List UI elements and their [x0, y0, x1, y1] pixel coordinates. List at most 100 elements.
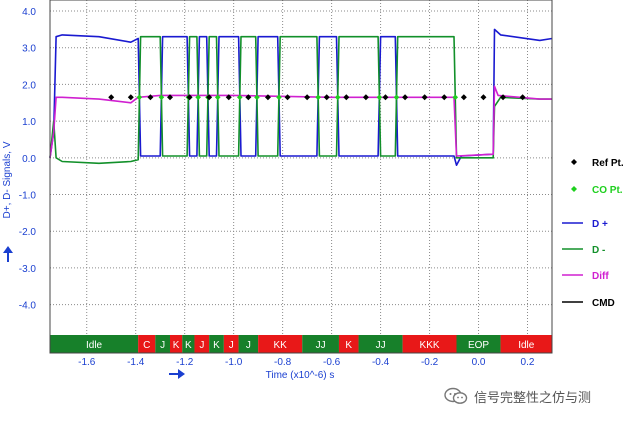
band-label: K — [185, 340, 192, 351]
band-segment — [50, 335, 139, 353]
ref-point-marker — [264, 94, 271, 101]
band-segment — [138, 335, 156, 353]
y-axis-arrow-icon — [3, 246, 13, 262]
y-tick-label: 1.0 — [22, 117, 36, 128]
band-label: J — [160, 340, 165, 351]
band-segment — [223, 335, 239, 353]
x-tick-label: -1.4 — [127, 357, 145, 368]
co-point-marker — [195, 94, 201, 101]
ref-point-marker — [382, 94, 389, 101]
x-tick-label: -0.4 — [372, 357, 390, 368]
co-point-marker — [254, 94, 260, 101]
wechat-icon — [444, 387, 468, 404]
y-axis-label: D+, D- Signals, V — [2, 141, 13, 218]
legend-label: Ref Pt. — [592, 158, 624, 169]
ref-point-marker — [343, 94, 350, 101]
ref-point-marker — [127, 94, 134, 101]
ref-point-marker — [421, 94, 428, 101]
x-axis-arrow-icon — [169, 369, 185, 379]
ref-point-marker — [166, 94, 173, 101]
band-segment — [238, 335, 259, 353]
legend-label: CO Pt. — [592, 185, 623, 196]
co-point-marker — [236, 94, 243, 101]
x-tick-label: -0.6 — [323, 357, 341, 368]
x-tick-label: -0.2 — [421, 357, 439, 368]
x-tick-label: 0.2 — [521, 357, 535, 368]
band-segment — [302, 335, 339, 353]
ref-point-marker — [108, 94, 115, 101]
y-tick-label: -2.0 — [19, 227, 37, 238]
band-label: J — [229, 340, 234, 351]
co-point-marker — [452, 94, 459, 101]
x-axis-label: Time (x10^-6) s — [266, 370, 335, 381]
band-label: C — [143, 340, 150, 351]
band-label: K — [213, 340, 220, 351]
x-tick-label: -1.2 — [176, 357, 194, 368]
plot-frame — [49, 0, 553, 354]
y-tick-label: 0.0 — [22, 154, 36, 165]
band-segment — [402, 335, 457, 353]
ref-point-marker — [402, 94, 409, 101]
ref-point-marker — [519, 94, 526, 101]
y-tick-label: 2.0 — [22, 80, 36, 91]
legend-marker — [571, 159, 577, 165]
x-tick-label: -1.0 — [225, 357, 243, 368]
ref-point-marker — [304, 94, 311, 101]
y-tick-label: 4.0 — [22, 7, 36, 18]
band-label: EOP — [468, 340, 489, 351]
ref-point-marker — [362, 94, 369, 101]
band-label: JJ — [316, 340, 326, 351]
legend-marker — [571, 186, 577, 192]
legend-label: D + — [592, 219, 608, 230]
band-label: J — [246, 340, 251, 351]
watermark: 信号完整性之仿与测 — [444, 385, 634, 407]
band-label: KKK — [420, 340, 440, 351]
co-point-marker — [376, 94, 383, 101]
co-point-marker — [158, 94, 165, 101]
co-point-marker — [276, 94, 282, 101]
band-segment — [169, 335, 183, 353]
x-tick-label: 0.0 — [472, 357, 486, 368]
y-tick-label: -4.0 — [19, 301, 37, 312]
ref-point-marker — [441, 94, 448, 101]
band-segment — [500, 335, 552, 353]
band-label: Idle — [86, 340, 103, 351]
y-tick-label: -3.0 — [19, 264, 37, 275]
watermark-text: 信号完整性之仿与测 — [474, 390, 592, 406]
x-tick-label: -0.8 — [274, 357, 292, 368]
ref-point-marker — [186, 94, 193, 101]
band-segment — [209, 335, 224, 353]
co-point-marker — [334, 94, 341, 101]
legend-label: CMD — [592, 298, 615, 309]
band-label: KK — [274, 340, 288, 351]
series-line-diff — [49, 85, 552, 158]
band-segment — [182, 335, 195, 353]
co-point-marker — [315, 94, 321, 101]
x-axis-ticks: -1.6 -1.4 -1.2 -1.0 -0.8 -0.6 -0.4 -0.2 0.0 0.2 — [78, 357, 535, 368]
band-label: J — [199, 340, 204, 351]
ref-point-marker — [284, 94, 291, 101]
x-tick-label: -1.6 — [78, 357, 96, 368]
band-label: K — [173, 340, 180, 351]
point-markers — [108, 94, 526, 101]
co-point-marker — [214, 94, 221, 101]
band-label: Idle — [518, 340, 535, 351]
protocol-band: Idle C J K K J K J J KK JJ K JJ KKK EOP Idle — [50, 335, 552, 353]
band-segment — [338, 335, 359, 353]
ref-point-marker — [500, 94, 507, 101]
y-tick-label: -1.0 — [19, 191, 37, 202]
legend: Ref Pt. CO Pt. D + D - Diff CMD — [562, 158, 624, 309]
ref-point-marker — [460, 94, 467, 101]
y-tick-label: 3.0 — [22, 44, 36, 55]
band-segment — [358, 335, 403, 353]
band-segment — [258, 335, 303, 353]
band-segment — [194, 335, 210, 353]
band-segment — [155, 335, 170, 353]
ref-point-marker — [206, 94, 213, 101]
legend-label: Diff — [592, 271, 609, 282]
band-label: JJ — [376, 340, 386, 351]
ref-point-marker — [147, 94, 154, 101]
ref-point-marker — [323, 94, 330, 101]
ref-point-marker — [480, 94, 487, 101]
